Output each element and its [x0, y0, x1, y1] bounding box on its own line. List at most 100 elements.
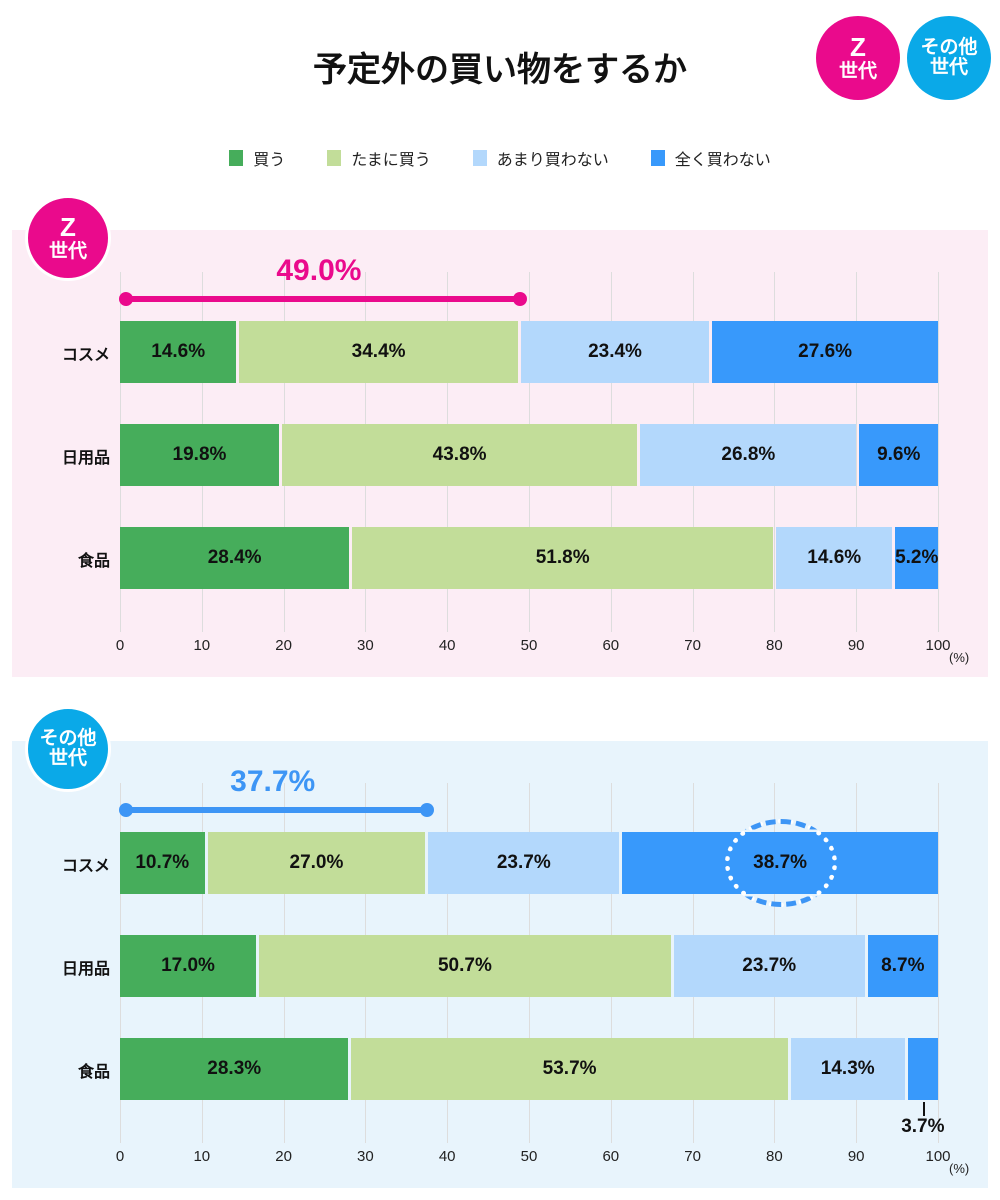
bar-segment: 5.2%	[895, 527, 938, 589]
bracket-start-dot	[119, 292, 133, 306]
x-tick-label: 80	[766, 637, 783, 654]
leader-line	[922, 1102, 925, 1116]
legend-swatch	[650, 150, 665, 166]
category-label: 食品	[77, 1064, 110, 1081]
data-label: 19.8%	[172, 444, 227, 465]
data-label: 10.7%	[135, 852, 190, 873]
category-label: コスメ	[61, 858, 110, 875]
x-tick-label: 70	[684, 1148, 701, 1165]
x-tick-label: 20	[275, 637, 292, 654]
data-label: 17.0%	[161, 955, 215, 976]
x-tick-label: 30	[357, 1148, 374, 1165]
data-label: 14.6%	[151, 341, 206, 362]
data-label: 3.7%	[901, 1116, 945, 1137]
bar-segment: 26.8%	[640, 424, 857, 486]
bar-segment: 14.3%	[790, 1038, 905, 1100]
x-tick-label: 20	[275, 1148, 292, 1165]
x-tick-label: 10	[193, 637, 211, 654]
bar-segment: 51.8%	[352, 527, 774, 589]
data-label: 27.0%	[289, 852, 344, 873]
legend-swatch	[472, 150, 487, 166]
data-label: 23.4%	[588, 341, 642, 362]
badge-line1: Z	[60, 212, 76, 243]
bar-segment: 10.7%	[120, 832, 205, 894]
bar-segment: 23.7%	[673, 935, 865, 997]
x-unit-label: (%)	[949, 650, 970, 665]
data-label: 26.8%	[721, 444, 776, 465]
badge-line2: 世代	[838, 60, 877, 82]
bar-segment	[907, 1038, 938, 1100]
bar-segment: 8.7%	[867, 935, 938, 997]
annotation-bracket	[119, 803, 435, 817]
bar-segment: 43.8%	[281, 424, 638, 486]
bar-segment: 14.6%	[120, 321, 237, 383]
x-tick-label: 30	[357, 637, 374, 654]
bar-segment: 50.7%	[259, 935, 671, 997]
data-label: 43.8%	[432, 444, 487, 465]
legend: 買う たまに買う あまり買わない 全く買わない	[0, 146, 1000, 170]
badge-line1: その他	[920, 37, 978, 59]
data-label: 28.4%	[207, 547, 262, 568]
bar-segment: 27.0%	[207, 832, 426, 894]
x-tick-label: 100	[925, 637, 951, 654]
data-label: 34.4%	[351, 341, 406, 362]
category-label: コスメ	[61, 347, 110, 364]
data-label: 53.7%	[542, 1058, 597, 1079]
data-label: 51.8%	[535, 547, 590, 568]
x-tick-label: 0	[115, 1148, 125, 1165]
data-label: 9.6%	[877, 444, 921, 465]
annotation-bracket	[119, 292, 527, 306]
x-tick-label: 60	[602, 637, 620, 654]
x-tick-label: 10	[193, 1148, 211, 1165]
bar-segment: 28.3%	[120, 1038, 349, 1100]
badge-line1: Z	[850, 32, 866, 63]
bar-segment: 34.4%	[239, 321, 518, 383]
bar-segment: 17.0%	[120, 935, 257, 997]
badge-z-generation: Z 世代	[816, 16, 900, 100]
legend-item: あまり買わない	[472, 146, 609, 170]
x-tick-label: 40	[438, 637, 456, 654]
x-tick-label: 50	[520, 637, 538, 654]
legend-label: 買う	[253, 152, 286, 169]
group-badge: その他 世代	[25, 706, 111, 792]
x-tick-label: 90	[847, 1148, 865, 1165]
data-label: 28.3%	[207, 1058, 262, 1079]
legend-label: 全く買わない	[674, 152, 771, 169]
bracket-end-dot	[512, 292, 527, 306]
legend-item: 全く買わない	[650, 146, 771, 170]
category-label: 日用品	[61, 450, 110, 467]
bar-segment: 14.6%	[776, 527, 893, 589]
chart-title: 予定外の買い物をするか	[313, 51, 687, 89]
annotation-label: 49.0%	[276, 254, 362, 287]
bar-segment: 53.7%	[351, 1038, 788, 1100]
data-label: 8.7%	[881, 955, 925, 976]
x-tick-label: 60	[602, 1148, 620, 1165]
annotation-label: 37.7%	[230, 765, 316, 798]
bar-segment: 27.6%	[712, 321, 938, 383]
x-tick-label: 50	[520, 1148, 538, 1165]
x-tick-label: 100	[925, 1148, 951, 1165]
badge-line2: 世代	[48, 748, 87, 769]
data-label: 14.3%	[820, 1058, 875, 1079]
category-label: 食品	[77, 553, 110, 570]
bar-segment: 19.8%	[120, 424, 279, 486]
x-tick-label: 70	[684, 637, 701, 654]
badge-line1: その他	[39, 728, 97, 750]
legend-swatch	[229, 150, 244, 166]
data-label: 23.7%	[496, 852, 551, 873]
gridline	[856, 272, 858, 632]
bracket-end-dot	[420, 803, 435, 817]
bar-segment: 23.7%	[428, 832, 620, 894]
category-label: 日用品	[61, 961, 110, 978]
x-tick-label: 80	[766, 1148, 783, 1165]
legend-swatch	[327, 150, 342, 166]
bar-segment: 23.4%	[520, 321, 710, 383]
bar-segment: 9.6%	[859, 424, 938, 486]
badge-line2: 世代	[929, 57, 968, 78]
x-tick-label: 0	[115, 637, 125, 654]
bar-segment: 28.4%	[120, 527, 350, 589]
highlight-circle	[724, 819, 837, 907]
legend-label: たまに買う	[351, 152, 431, 169]
data-label: 14.6%	[807, 547, 862, 568]
data-label: 23.7%	[742, 955, 797, 976]
